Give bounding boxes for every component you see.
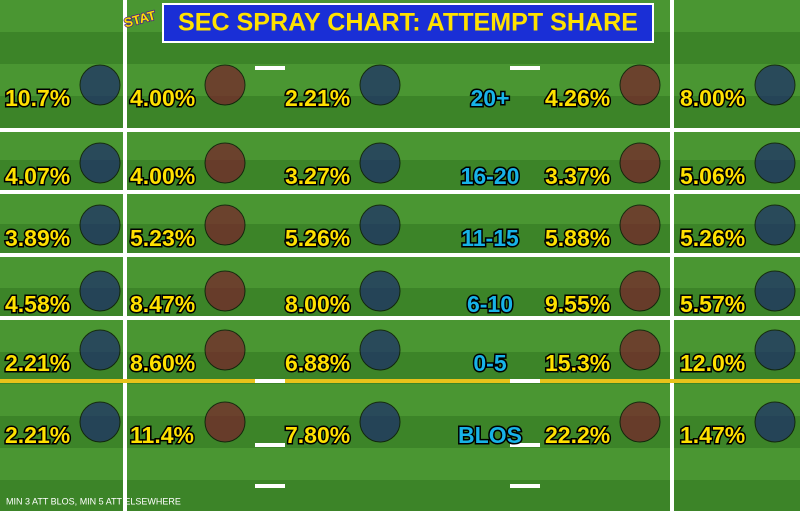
yard-line [0,253,800,257]
player-photo [754,204,796,246]
player-photo [204,401,246,443]
player-photo [79,204,121,246]
attempt-share: 3.37% [545,163,610,189]
attempt-share: 8.00% [680,85,745,111]
hash-mark [510,379,540,383]
player-photo [79,329,121,371]
player-photo [359,142,401,184]
title: SEC SPRAY CHART: ATTEMPT SHARE [178,9,638,37]
attempt-share: 2.21% [5,350,70,376]
player-photo [754,401,796,443]
player-photo [359,401,401,443]
zone-label: 20+ [470,85,509,111]
attempt-share: 2.21% [285,85,350,111]
hash-mark [510,66,540,70]
zone-label: 0-5 [473,350,506,376]
zone-label: 11-15 [461,225,519,251]
attempt-share: 3.27% [285,163,350,189]
attempt-share: 2.21% [5,422,70,448]
attempt-share: 10.7% [5,85,70,111]
attempt-share: 5.57% [680,291,745,317]
attempt-share: 4.07% [5,163,70,189]
player-photo [79,270,121,312]
player-photo [619,270,661,312]
player-photo [359,329,401,371]
hash-mark [255,66,285,70]
player-photo [79,401,121,443]
zone-label: 6-10 [467,291,513,317]
player-photo [619,401,661,443]
hash-mark [510,443,540,447]
attempt-share: 9.55% [545,291,610,317]
player-photo [204,204,246,246]
attempt-share: 7.80% [285,422,350,448]
attempt-share: 8.60% [130,350,195,376]
hash-mark [510,190,540,194]
hash-mark [510,316,540,320]
player-photo [204,270,246,312]
hash-mark [255,379,285,383]
attempt-share: 5.88% [545,225,610,251]
attempt-share: 5.06% [680,163,745,189]
player-photo [619,204,661,246]
zone-label: 16-20 [461,163,520,189]
player-photo [204,329,246,371]
zone-label: BLOS [458,422,522,448]
player-photo [619,329,661,371]
player-photo [79,142,121,184]
player-photo [204,64,246,106]
attempt-share: 6.88% [285,350,350,376]
attempt-share: 5.26% [680,225,745,251]
hash-mark [510,253,540,257]
hash-mark [255,128,285,132]
attempt-share: 12.0% [680,350,745,376]
player-photo [359,270,401,312]
player-photo [754,270,796,312]
hash-mark [510,128,540,132]
attempt-share: 11.4% [130,422,194,448]
attempt-share: 8.47% [130,291,195,317]
cells: 20+ 10.7% 4.00% 2.21% 4.26% 8.00% 16-20 4.07% 4.… [4,64,796,450]
attempt-share: 22.2% [545,422,610,448]
attempt-share: 4.00% [130,85,195,111]
attempt-share: 5.26% [285,225,350,251]
hash-mark [255,443,285,447]
attempt-share: 5.23% [130,225,195,251]
attempt-share: 3.89% [5,225,70,251]
attempt-share: 1.47% [680,422,745,448]
player-photo [754,329,796,371]
player-photo [204,142,246,184]
attempt-share: 15.3% [545,350,610,376]
hash-mark [255,316,285,320]
yard-line [0,128,800,132]
yard-line [0,316,800,320]
hash-mark [510,484,540,488]
yard-line [0,190,800,194]
player-photo [619,142,661,184]
title-box [162,3,654,43]
player-photo [754,142,796,184]
hash-mark [255,253,285,257]
footnote: MIN 3 ATT BLOS, MIN 5 ATT ELSEWHERE [6,496,181,506]
player-photo [754,64,796,106]
hash-mark [255,190,285,194]
player-photo [79,64,121,106]
attempt-share: 4.00% [130,163,195,189]
attempt-share: 8.00% [285,291,350,317]
attempt-share: 4.26% [545,85,610,111]
player-photo [359,64,401,106]
player-photo [359,204,401,246]
line-of-scrimmage [0,379,800,383]
attempt-share: 4.58% [5,291,70,317]
hash-mark [255,484,285,488]
player-photo [619,64,661,106]
